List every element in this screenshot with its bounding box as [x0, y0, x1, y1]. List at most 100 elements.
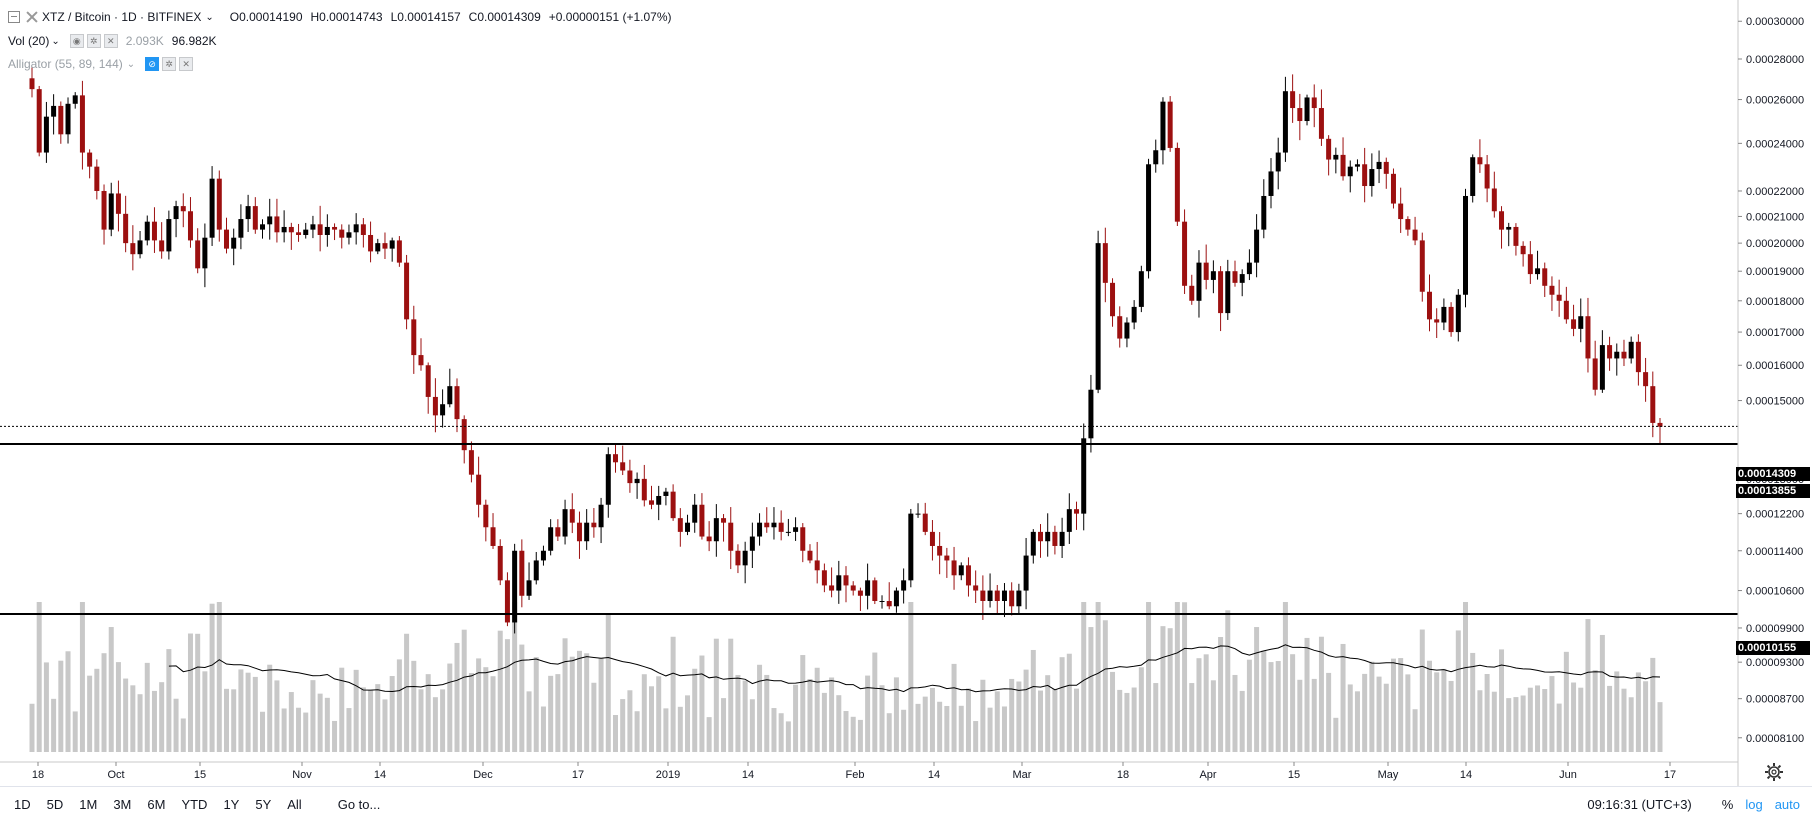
volume-bar	[1124, 692, 1130, 752]
candle-body	[1333, 154, 1339, 160]
volume-bar	[987, 707, 993, 752]
range-5y-button[interactable]: 5Y	[255, 796, 272, 812]
volume-bar	[857, 719, 863, 752]
price-tick-label: 0.00009300	[1746, 657, 1804, 669]
range-5d-button[interactable]: 5D	[46, 796, 64, 812]
volume-bar	[454, 642, 460, 752]
candle-body	[1455, 294, 1461, 333]
volume-bar	[1412, 709, 1418, 752]
range-ytd-button[interactable]: YTD	[181, 796, 208, 812]
candle-body	[1153, 150, 1159, 165]
time-axis[interactable]: 18 Oct 15 Nov 14 Dec 17 2019 14 Feb 14 Mar 18 Apr 15 Ma…	[0, 761, 1738, 781]
volume-bar	[1110, 671, 1116, 752]
volume-bar	[159, 682, 165, 752]
volume-bar	[1304, 637, 1310, 752]
auto-scale-button[interactable]: auto	[1774, 796, 1800, 812]
volume-bar	[1218, 636, 1224, 752]
volume-bar	[929, 687, 935, 752]
candle-body	[1239, 274, 1245, 283]
range-1d-button[interactable]: 1D	[14, 796, 31, 812]
price-chart[interactable]: 0.00030000 0.00028000 0.00026000 0.00024000…	[0, 0, 1812, 786]
candle-body	[857, 590, 863, 596]
volume-bar	[353, 669, 359, 752]
candle-body	[1167, 101, 1173, 148]
volume-bar	[721, 698, 727, 752]
volume-bar	[36, 602, 42, 752]
candle-body	[735, 550, 741, 566]
volume-bar	[1657, 702, 1663, 752]
level-price-tag: 0.00010155	[1736, 641, 1810, 655]
eye-icon[interactable]: ◉	[69, 34, 84, 48]
hidden-eye-icon[interactable]: ⊘	[145, 57, 160, 71]
candle-body	[1390, 173, 1396, 204]
volume-bar	[893, 677, 899, 752]
volume-bar	[288, 692, 294, 752]
range-all-button[interactable]: All	[287, 796, 302, 812]
chevron-down-icon[interactable]: ⌄	[205, 11, 214, 23]
volume-bar	[238, 669, 244, 752]
alligator-indicator-name[interactable]: Alligator (55, 89, 144)	[8, 57, 123, 71]
candle-body	[1246, 262, 1252, 275]
range-1m-button[interactable]: 1M	[79, 796, 98, 812]
range-6m-button[interactable]: 6M	[147, 796, 166, 812]
volume-bar	[656, 676, 662, 752]
volume-bar	[1362, 673, 1368, 752]
close-icon[interactable]: ✕	[103, 34, 118, 48]
volume-bar	[1290, 654, 1296, 752]
close-value: 0.00014309	[477, 10, 541, 24]
candle-body	[51, 105, 57, 117]
volume-bar	[771, 708, 777, 752]
horizontal-levels[interactable]	[0, 425, 1738, 616]
volume-bar	[1318, 636, 1324, 752]
candle-body	[1016, 590, 1022, 607]
candle-body	[288, 226, 294, 233]
volume-bar	[620, 699, 626, 752]
gear-icon[interactable]: ✲	[86, 34, 101, 48]
volume-bar	[850, 716, 856, 752]
log-scale-button[interactable]: log	[1745, 796, 1763, 812]
percent-scale-button[interactable]: %	[1721, 796, 1734, 812]
range-1y-button[interactable]: 1Y	[223, 796, 240, 812]
gear-icon[interactable]: ✲	[162, 57, 177, 71]
candle-body	[937, 545, 943, 556]
range-3m-button[interactable]: 3M	[113, 796, 132, 812]
candle-body	[1347, 166, 1353, 177]
volume-bar	[115, 662, 121, 752]
time-tick-label: 17	[1664, 769, 1676, 781]
candle-body	[641, 478, 647, 501]
time-tick-label: 18	[32, 769, 44, 781]
candle-body	[238, 219, 244, 238]
candle-body	[713, 518, 719, 542]
chevron-down-icon[interactable]: ⌄	[51, 35, 60, 47]
volume-bar	[368, 690, 374, 752]
candle-body	[454, 386, 460, 420]
candle-body	[526, 580, 532, 596]
candle-body	[893, 590, 899, 607]
candle-body	[202, 237, 208, 269]
candlesticks	[29, 67, 1663, 634]
candle-body	[886, 600, 892, 607]
candle-body	[497, 545, 503, 581]
price-axis[interactable]: 0.00030000 0.00028000 0.00026000 0.00024000…	[1737, 0, 1804, 786]
close-icon[interactable]: ✕	[179, 57, 194, 71]
volume-indicator-name[interactable]: Vol (20)	[8, 34, 50, 48]
symbol-icon	[26, 11, 38, 23]
candle-body	[476, 474, 482, 505]
candle-body	[915, 513, 921, 515]
settings-gear-icon[interactable]	[1764, 762, 1784, 782]
price-tick-label: 0.00019000	[1746, 266, 1804, 278]
volume-value: 2.093K	[125, 34, 164, 48]
volume-bar	[800, 655, 806, 752]
price-tick-label: 0.00018000	[1746, 296, 1804, 308]
chevron-down-icon[interactable]: ⌄	[126, 58, 136, 70]
volume-bar	[94, 668, 100, 752]
symbol-title[interactable]: XTZ / Bitcoin · 1D · BITFINEX	[42, 10, 202, 24]
candle-body	[800, 527, 806, 551]
candle-body	[389, 240, 395, 249]
high-label: H	[310, 10, 320, 24]
volume-bar	[533, 657, 539, 752]
collapse-icon[interactable]	[8, 11, 20, 23]
candle-body	[1268, 171, 1274, 196]
candle-body	[296, 232, 302, 235]
go-to-button[interactable]: Go to...	[337, 796, 381, 812]
